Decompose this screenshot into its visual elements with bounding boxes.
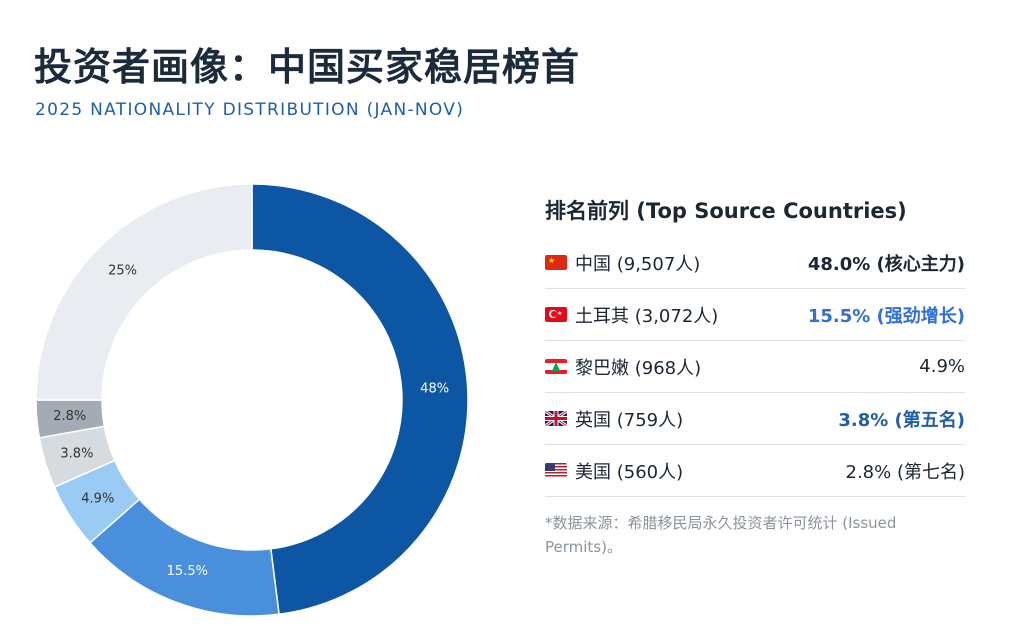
donut-slice-5 [35, 183, 253, 401]
ranking-row-turkey: ★ 土耳其 (3,072人) 15.5% (强劲增长) [545, 289, 965, 341]
donut-label-1: 15.5% [167, 564, 208, 579]
ranking-country: 英国 (759人) [575, 409, 684, 431]
lebanon-flag-icon [545, 359, 567, 374]
usa-flag-icon [545, 463, 567, 478]
ranking-country: 黎巴嫩 (968人) [575, 357, 702, 379]
ranking-row-usa: 美国 (560人) 2.8% (第七名) [545, 445, 965, 497]
ranking-title: 排名前列 (Top Source Countries) [545, 199, 907, 223]
ranking-row-china: ★ 中国 (9,507人) 48.0% (核心主力) [545, 237, 965, 289]
ranking-row-lebanon: 黎巴嫩 (968人) 4.9% [545, 341, 965, 393]
page-title: 投资者画像：中国买家稳居榜首 [34, 45, 581, 89]
donut-label-5: 25% [108, 264, 137, 279]
donut-label-2: 4.9% [81, 492, 114, 507]
turkey-flag-icon: ★ [545, 307, 567, 322]
china-flag-icon: ★ [545, 255, 567, 270]
ranking-country: 土耳其 (3,072人) [575, 305, 719, 327]
ranking-panel: 排名前列 (Top Source Countries) ★ 中国 (9,507人… [545, 197, 965, 559]
ranking-value: 48.0% (核心主力) [807, 253, 965, 275]
ranking-value: 4.9% [919, 356, 965, 377]
donut-label-3: 3.8% [60, 446, 93, 461]
ranking-value: 15.5% (强劲增长) [807, 305, 965, 327]
page-subtitle: 2025 NATIONALITY DISTRIBUTION (JAN-NOV) [35, 100, 465, 120]
donut-label-0: 48% [420, 382, 449, 397]
uk-flag-icon [545, 411, 567, 426]
ranking-value: 2.8% (第七名) [845, 461, 966, 483]
donut-label-4: 2.8% [53, 409, 86, 424]
ranking-row-uk: 英国 (759人) 3.8% (第五名) [545, 393, 965, 445]
ranking-country: 中国 (9,507人) [575, 253, 701, 275]
donut-slice-0 [251, 183, 469, 616]
ranking-value: 3.8% (第五名) [838, 409, 965, 431]
data-source-note: *数据来源：希腊移民局永久投资者许可统计 (Issued Permits)。 [545, 514, 897, 556]
ranking-country: 美国 (560人) [575, 461, 684, 483]
